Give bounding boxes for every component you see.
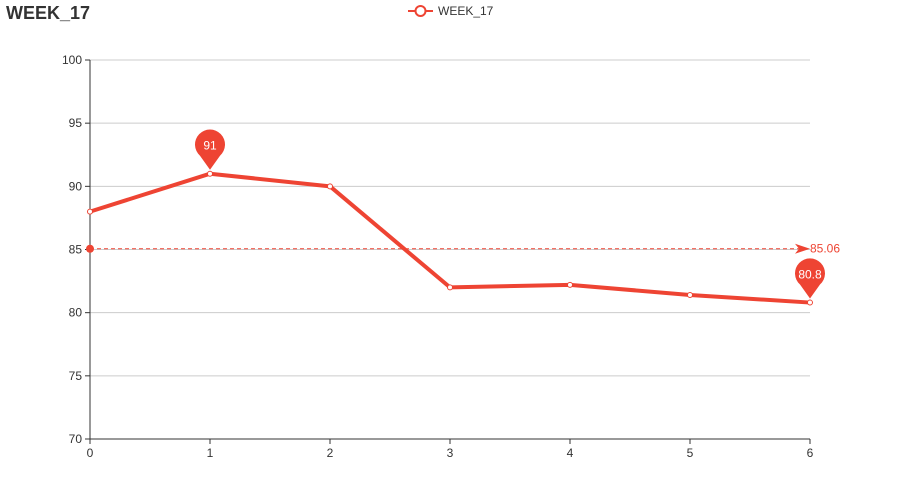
grid-lines <box>90 59 810 377</box>
y-tick-label: 95 <box>69 116 83 130</box>
average-line-label: 85.06 <box>810 242 840 256</box>
y-tick-label: 80 <box>69 306 83 320</box>
mark-point-pin: 80.8 <box>794 258 825 299</box>
pin-shape <box>195 129 225 170</box>
data-point <box>207 170 213 177</box>
pin-label: 91 <box>203 139 217 153</box>
series-line-week-17 <box>88 171 812 305</box>
x-tick-label: 5 <box>687 446 694 460</box>
chart-title: WEEK_17 <box>6 3 91 23</box>
y-tick-label: 75 <box>69 369 83 383</box>
series-layer <box>87 170 813 306</box>
x-tick-label: 2 <box>327 446 334 460</box>
data-point <box>807 299 813 306</box>
data-point <box>567 281 573 288</box>
pin-label: 80.8 <box>798 268 822 282</box>
mark-point-pin: 91 <box>195 129 225 170</box>
legend[interactable]: WEEK_17 <box>408 4 494 18</box>
average-line-start-marker <box>86 244 94 253</box>
data-point <box>687 291 693 298</box>
x-tick-label: 6 <box>807 446 814 460</box>
x-tick-label: 4 <box>567 446 574 460</box>
data-point <box>327 183 333 190</box>
data-point <box>447 284 453 291</box>
axes: 70 75 80 85 90 95 100 0 1 2 3 4 5 6 <box>62 53 814 460</box>
pin-shape <box>794 258 825 299</box>
y-tick-label: 85 <box>69 243 83 257</box>
y-tick-label: 70 <box>69 432 83 446</box>
mark-points: 91 80.8 <box>195 129 825 299</box>
legend-marker-icon <box>414 5 427 17</box>
x-tick-label: 0 <box>87 446 94 460</box>
data-point <box>87 208 93 215</box>
legend-label: WEEK_17 <box>438 4 494 18</box>
average-mark-line: 85.06 <box>86 242 840 256</box>
y-tick-label: 100 <box>62 53 82 67</box>
y-tick-label: 90 <box>69 179 83 193</box>
x-tick-label: 3 <box>447 446 454 460</box>
average-line-arrow <box>795 243 810 254</box>
x-tick-label: 1 <box>207 446 214 460</box>
